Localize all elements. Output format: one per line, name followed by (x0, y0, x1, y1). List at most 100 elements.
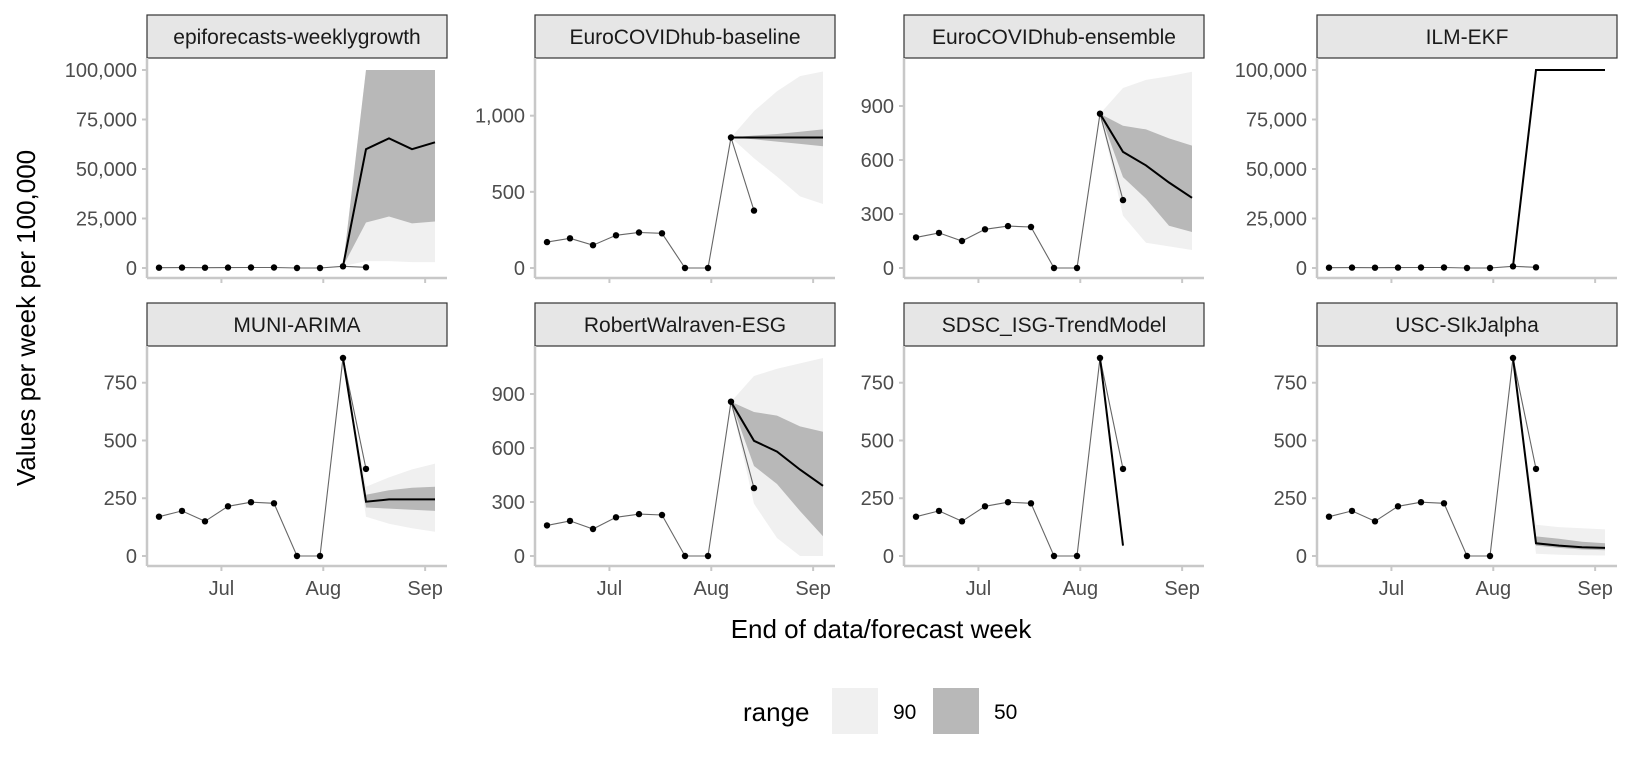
panel-strip (146, 14, 448, 59)
y-tick-label: 0 (514, 546, 525, 568)
panel-eurocovidhub-ensemble: EuroCOVIDhub-ensemble 0 300 600 900 (861, 14, 1205, 283)
observed-point (316, 552, 324, 560)
observed-point (704, 552, 712, 560)
y-tick-label: 250 (104, 488, 137, 510)
observed-point (270, 500, 278, 507)
legend-key-50 (933, 688, 979, 734)
y-tick-label: 500 (492, 182, 525, 204)
observed-point (543, 238, 551, 246)
panel-title: ILM-EKF (1426, 26, 1509, 49)
observed-line (915, 357, 1124, 557)
observed-point (247, 499, 255, 506)
y-tick-label: 50,000 (76, 159, 137, 181)
observed-point (1348, 264, 1356, 271)
x-tick-label: Aug (1475, 578, 1511, 600)
y-tick-label: 600 (492, 438, 525, 460)
y-tick-label: 0 (883, 546, 894, 568)
x-tick-label: Aug (1062, 578, 1098, 600)
x-tick-label: Aug (305, 578, 341, 600)
legend-title: range (743, 697, 810, 727)
observed-point (1004, 222, 1012, 230)
observed-line (158, 357, 367, 557)
observed-line (546, 137, 755, 269)
x-tick-label: Sep (407, 578, 443, 600)
observed-point (1096, 354, 1104, 362)
observed-point (1417, 499, 1425, 506)
median-forecast-line (1099, 357, 1124, 546)
x-tick-label: Jul (966, 578, 992, 600)
panel-title: SDSC_ISG-TrendModel (942, 314, 1166, 337)
observed-point (1532, 465, 1540, 473)
panel-ilm-ekf: ILM-EKF 0 25,000 50,000 75,000 100,000 (1235, 14, 1618, 283)
y-tick-label: 750 (861, 373, 894, 395)
y-tick-label: 100,000 (1235, 60, 1307, 82)
panel-strip (534, 302, 836, 347)
y-tick-label: 0 (1296, 258, 1307, 280)
observed-point (1371, 264, 1379, 271)
y-tick-label: 250 (1274, 488, 1307, 510)
x-tick-label: Aug (693, 578, 729, 600)
interval-50-band (1513, 358, 1605, 551)
median-forecast-line (1512, 69, 1605, 267)
observed-point (1394, 264, 1402, 271)
observed-point (1119, 465, 1127, 473)
observed-point (316, 264, 324, 272)
median-forecast-line (1512, 357, 1606, 549)
observed-point (224, 503, 232, 510)
interval-50-band (1513, 70, 1605, 267)
y-tick-label: 75,000 (76, 110, 137, 132)
observed-point (612, 232, 620, 239)
observed-line (546, 401, 755, 557)
y-tick-label: 50,000 (1246, 159, 1307, 181)
observed-line (1328, 265, 1537, 269)
y-tick-label: 0 (1296, 546, 1307, 568)
observed-point (339, 354, 347, 362)
observed-point (1417, 264, 1425, 271)
observed-point (1004, 499, 1012, 506)
interval-50-band (343, 358, 435, 511)
y-tick-label: 300 (861, 204, 894, 226)
observed-point (543, 522, 551, 529)
observed-point (727, 398, 735, 405)
y-tick-label: 0 (883, 258, 894, 280)
panel-muni-arima: MUNI-ARIMA 0 250 500 750 Jul Aug Sep (104, 302, 448, 600)
observed-point (981, 226, 989, 233)
observed-point (681, 264, 689, 272)
observed-point (1463, 264, 1471, 272)
observed-point (201, 264, 209, 271)
x-tick-label: Sep (795, 578, 831, 600)
y-tick-label: 1,000 (475, 106, 525, 128)
panel-strip (534, 14, 836, 59)
y-tick-label: 900 (861, 96, 894, 118)
median-forecast-line (342, 137, 436, 267)
panel-title: epiforecasts-weeklygrowth (173, 26, 420, 49)
legend-label-90: 90 (893, 701, 916, 724)
observed-point (270, 264, 278, 271)
observed-point (362, 465, 370, 473)
observed-point (1509, 263, 1517, 270)
observed-point (1486, 552, 1494, 560)
observed-point (293, 264, 301, 272)
y-tick-label: 900 (492, 384, 525, 406)
observed-line (1328, 357, 1537, 557)
legend: range 90 50 (743, 688, 1017, 734)
observed-point (912, 513, 920, 520)
observed-point (155, 264, 163, 271)
observed-point (1325, 513, 1333, 520)
interval-90-band (1513, 70, 1605, 267)
observed-point (750, 207, 758, 214)
observed-point (658, 511, 666, 519)
observed-point (566, 235, 574, 242)
interval-90-band (1513, 358, 1605, 556)
observed-point (1371, 518, 1379, 525)
panel-title: MUNI-ARIMA (233, 314, 360, 337)
y-tick-label: 750 (1274, 373, 1307, 395)
y-tick-label: 500 (861, 430, 894, 452)
x-tick-label: Jul (209, 578, 235, 600)
y-tick-label: 750 (104, 373, 137, 395)
observed-point (704, 264, 712, 272)
observed-point (1050, 264, 1058, 272)
x-axis-title: End of data/forecast week (731, 614, 1033, 644)
